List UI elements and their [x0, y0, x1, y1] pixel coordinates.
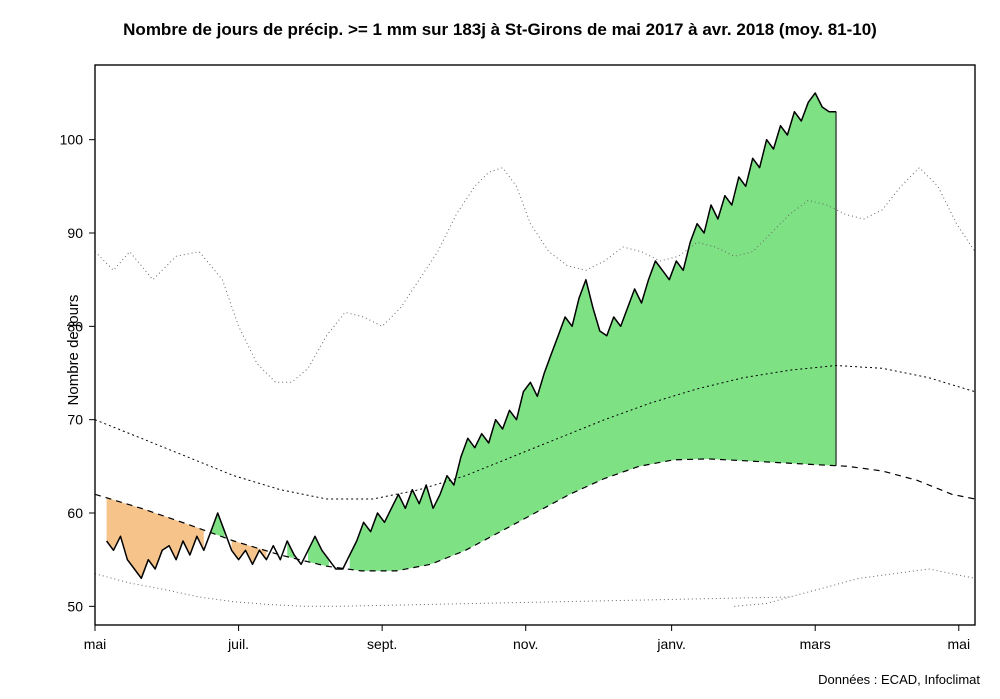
chart-svg: 50 60 70 80 90 100 mai juil. sept. nov. janv. mars m… — [0, 0, 1000, 699]
svg-text:100: 100 — [60, 132, 84, 148]
svg-text:60: 60 — [67, 505, 83, 521]
svg-text:nov.: nov. — [513, 636, 538, 652]
svg-text:sept.: sept. — [367, 636, 397, 652]
svg-text:70: 70 — [67, 412, 83, 428]
svg-text:90: 90 — [67, 225, 83, 241]
svg-text:mars: mars — [800, 636, 831, 652]
svg-text:janv.: janv. — [656, 636, 686, 652]
svg-text:80: 80 — [67, 318, 83, 334]
svg-text:mai: mai — [84, 636, 107, 652]
svg-text:50: 50 — [67, 598, 83, 614]
svg-text:mai: mai — [948, 636, 971, 652]
chart-container: Nombre de jours de précip. >= 1 mm sur 1… — [0, 0, 1000, 699]
svg-text:juil.: juil. — [227, 636, 249, 652]
